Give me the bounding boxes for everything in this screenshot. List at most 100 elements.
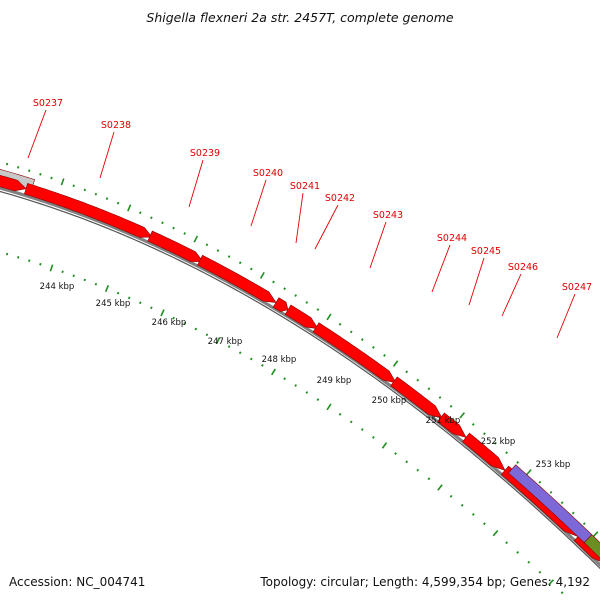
gene-arrow	[272, 297, 289, 312]
minor-tick	[360, 338, 364, 341]
gene-arrow	[0, 174, 27, 192]
backbone-line-outer	[0, 186, 600, 568]
minor-tick	[405, 370, 409, 374]
gene-labels: S0237 S0238 S0239 S0240 S0241 S0242 S0243 S0244…	[27, 98, 592, 339]
gene-label-s0247: S0247	[562, 282, 592, 293]
gene-arrow	[312, 322, 397, 384]
gene-label-s0237: S0237	[33, 98, 63, 109]
major-tick	[271, 368, 276, 376]
major-tick	[193, 235, 199, 243]
major-tick	[459, 412, 466, 419]
major-tick	[49, 264, 54, 272]
gene-leader-line	[556, 293, 576, 339]
minor-tick	[383, 353, 386, 357]
gene-leader-line	[295, 192, 304, 244]
minor-tick	[216, 249, 220, 252]
major-tick	[60, 178, 65, 186]
minor-tick	[438, 396, 442, 399]
minor-tick	[39, 172, 42, 176]
minor-tick	[5, 252, 9, 256]
gene-arrow	[23, 183, 153, 238]
minor-tick	[227, 255, 231, 258]
minor-tick	[28, 259, 31, 263]
outer-tick-ring	[5, 162, 599, 538]
minor-tick	[194, 327, 198, 331]
minor-tick	[183, 322, 186, 325]
major-tick	[592, 531, 599, 538]
gene-features	[0, 168, 600, 562]
minor-tick	[249, 357, 253, 361]
minor-tick	[349, 420, 353, 424]
gene-label-s0242: S0242	[325, 193, 355, 204]
minor-tick	[172, 226, 175, 230]
minor-tick	[338, 412, 342, 416]
minor-tick	[316, 398, 320, 402]
gene-label-s0246: S0246	[508, 262, 538, 273]
minor-tick	[150, 306, 153, 310]
kbp-label: 249 kbp	[317, 376, 352, 386]
minor-tick	[372, 345, 375, 349]
kbp-labels: 244 kbp 245 kbp 246 kbp 247 kbp 248 kbp 249 k…	[40, 282, 571, 470]
minor-tick	[471, 423, 475, 426]
major-tick	[548, 579, 554, 586]
gene-leader-line	[431, 244, 451, 293]
minor-tick	[172, 316, 175, 320]
gene-arrow	[147, 230, 204, 263]
minor-tick	[483, 522, 486, 526]
kbp-label: 248 kbp	[262, 355, 297, 365]
minor-tick	[5, 162, 9, 166]
major-tick	[525, 469, 532, 476]
genome-summary-text: Topology: circular; Length: 4,599,354 bp…	[259, 575, 590, 589]
gene-label-s0239: S0239	[190, 148, 220, 159]
minor-tick	[460, 503, 464, 507]
minor-tick	[83, 278, 87, 282]
kbp-label: 251 kbp	[426, 416, 461, 426]
major-tick	[326, 403, 332, 411]
minor-tick	[249, 267, 253, 271]
minor-tick	[305, 301, 309, 304]
major-tick	[259, 271, 265, 279]
minor-tick	[183, 232, 186, 235]
gene-label-s0241: S0241	[290, 181, 320, 192]
gene-leader-line	[314, 204, 339, 250]
major-tick	[392, 360, 399, 367]
kbp-label: 245 kbp	[96, 299, 131, 309]
gene-label-s0240: S0240	[253, 168, 283, 179]
minor-tick	[283, 377, 286, 381]
minor-tick	[372, 435, 375, 439]
accession-text: Accession: NC_004741	[9, 575, 145, 589]
minor-tick	[582, 522, 586, 526]
minor-tick	[416, 378, 420, 382]
major-tick	[127, 204, 132, 212]
minor-tick	[28, 169, 31, 173]
minor-tick	[72, 274, 75, 278]
minor-tick	[427, 477, 431, 481]
minor-tick	[227, 345, 231, 348]
gene-leader-line	[250, 179, 267, 227]
kbp-label: 247 kbp	[208, 337, 243, 347]
gene-leader-line	[27, 109, 47, 159]
minor-tick	[560, 501, 564, 505]
minor-tick	[449, 494, 453, 498]
minor-tick	[238, 351, 242, 355]
minor-tick	[449, 404, 453, 408]
minor-tick	[94, 282, 98, 286]
genome-backbone	[0, 186, 600, 570]
gene-label-s0245: S0245	[471, 246, 501, 257]
minor-tick	[139, 211, 142, 215]
minor-tick	[161, 221, 164, 225]
major-tick	[215, 337, 221, 345]
minor-tick	[349, 330, 353, 334]
minor-tick	[527, 560, 531, 564]
purple-feature	[507, 464, 593, 544]
gene-label-s0244: S0244	[437, 233, 467, 244]
major-tick	[326, 313, 332, 321]
kbp-label: 252 kbp	[481, 437, 516, 447]
minor-tick	[560, 591, 564, 595]
minor-tick	[538, 480, 542, 484]
kbp-label: 244 kbp	[40, 282, 75, 292]
gene-arrow	[390, 376, 443, 419]
minor-tick	[283, 287, 286, 291]
gene-leader-line	[468, 257, 485, 306]
gene-leader-line	[188, 159, 204, 208]
